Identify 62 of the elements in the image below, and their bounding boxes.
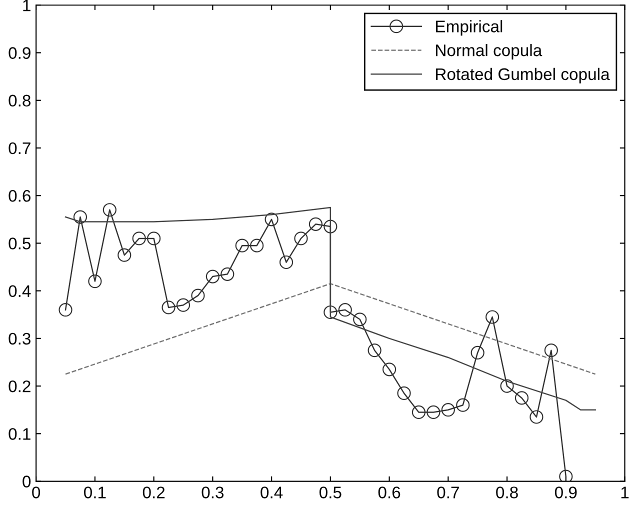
point — [235, 238, 249, 252]
point — [353, 312, 367, 326]
point — [308, 217, 323, 231]
point — [559, 470, 573, 482]
point — [162, 300, 176, 314]
y-tick-label: 0.6 — [8, 190, 30, 202]
x-tick-label: 1 — [621, 486, 629, 498]
point — [382, 362, 396, 376]
x-tick-label: 0.8 — [496, 486, 518, 498]
point — [470, 346, 484, 360]
y-tick-label: 0.3 — [8, 332, 30, 345]
x-tick-label: 0.6 — [378, 486, 400, 498]
point — [279, 255, 294, 270]
point — [206, 270, 220, 284]
x-tick-label: 0.7 — [437, 486, 459, 498]
legend-label: Normal copula — [436, 44, 542, 60]
point — [530, 410, 544, 424]
point — [368, 344, 382, 358]
point — [324, 305, 338, 320]
legend-label: Rotated Gumbel copula — [436, 68, 610, 84]
x-tick-label: 0.1 — [84, 486, 106, 498]
x-tick-label: 0.4 — [260, 486, 283, 498]
point — [441, 403, 455, 417]
point — [58, 303, 72, 317]
y-tick-label: 0.4 — [8, 285, 31, 298]
point — [250, 238, 264, 252]
point — [147, 232, 161, 246]
point — [220, 267, 234, 281]
point — [118, 248, 132, 262]
x-tick-label: 0.2 — [142, 486, 165, 498]
y-tick-label: 0.8 — [8, 94, 30, 107]
y-tick-label: 0.1 — [8, 428, 30, 440]
point — [264, 212, 278, 226]
point — [397, 386, 411, 400]
point — [514, 391, 529, 405]
y-tick-label: 0.9 — [8, 47, 30, 59]
point — [456, 398, 470, 412]
x-tick-label: 0.3 — [202, 486, 224, 498]
point — [132, 232, 146, 246]
point — [412, 405, 426, 420]
y-tick-label: 0.7 — [8, 142, 30, 154]
point — [338, 303, 352, 317]
y-tick-label: 0 — [22, 476, 31, 488]
point — [102, 203, 116, 217]
y-tick-label: 1 — [23, 0, 30, 12]
line-series — [64, 206, 596, 410]
x-tick-label: 0.9 — [554, 486, 577, 498]
point — [294, 232, 308, 246]
y-tick-label: 0.5 — [8, 238, 31, 250]
point — [324, 220, 338, 234]
x-tick-label: 0.5 — [319, 486, 342, 498]
point — [88, 274, 102, 288]
point — [544, 344, 558, 358]
point — [73, 210, 88, 224]
y-tick-label: 0.2 — [8, 380, 30, 392]
legend-label: Empirical — [436, 20, 502, 36]
x-tick-label: 0 — [32, 486, 40, 498]
point — [486, 310, 500, 324]
point — [191, 288, 205, 302]
point — [500, 379, 514, 393]
point — [426, 405, 440, 420]
point — [176, 298, 190, 312]
